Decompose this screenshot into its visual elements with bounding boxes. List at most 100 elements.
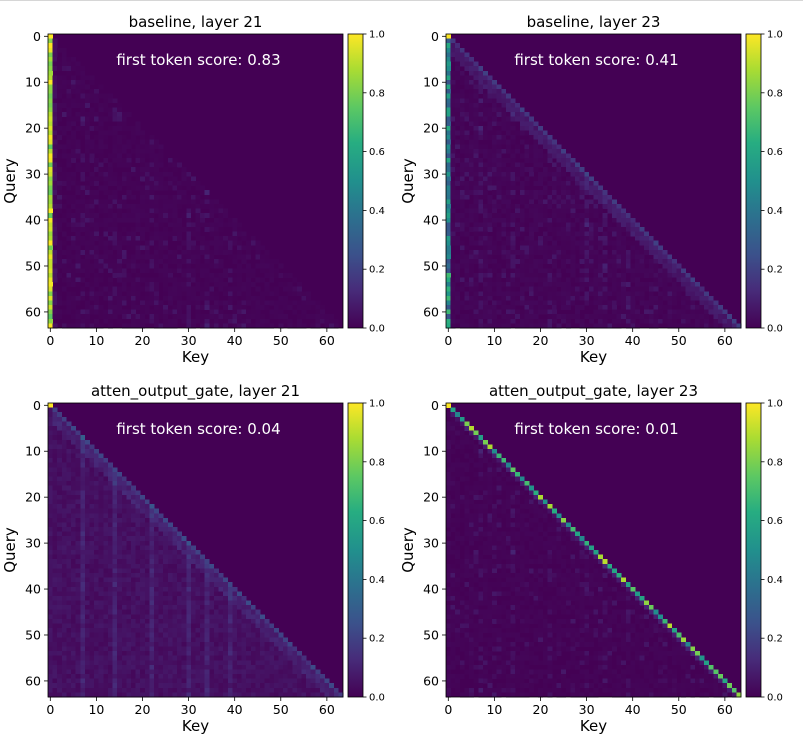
heatmap-cell xyxy=(496,190,502,196)
heatmap-cell xyxy=(98,116,104,122)
heatmap-cell xyxy=(292,277,298,283)
y-tick-label: 20 xyxy=(423,121,439,136)
heatmap-cell xyxy=(181,240,187,246)
heatmap-cell xyxy=(84,453,90,459)
heatmap-cell xyxy=(625,259,631,264)
heatmap-cell xyxy=(588,300,594,306)
heatmap-cell xyxy=(630,249,636,255)
heatmap-cell xyxy=(213,568,219,574)
heatmap-cell xyxy=(213,208,219,214)
heatmap-cell xyxy=(269,637,275,643)
heatmap-cell xyxy=(200,646,206,652)
heatmap-cell xyxy=(154,268,159,274)
heatmap-cell xyxy=(121,272,127,278)
heatmap-cell xyxy=(542,208,548,214)
heatmap-cell xyxy=(496,291,502,297)
heatmap-cell xyxy=(103,185,109,191)
heatmap-cell xyxy=(71,559,76,565)
heatmap-cell xyxy=(496,107,502,113)
heatmap-cell xyxy=(181,582,187,588)
heatmap-cell xyxy=(186,185,192,191)
heatmap-cell xyxy=(144,637,150,643)
heatmap-cell xyxy=(315,314,321,320)
heatmap-cell xyxy=(575,263,580,269)
heatmap-cell xyxy=(469,61,474,67)
heatmap-cell xyxy=(80,568,86,574)
heatmap-cell xyxy=(130,600,136,606)
heatmap-cell xyxy=(473,185,479,191)
heatmap-cell xyxy=(236,286,242,292)
heatmap-cell xyxy=(140,190,146,196)
heatmap-cell xyxy=(75,494,81,500)
heatmap-cell xyxy=(126,323,132,329)
heatmap-cell xyxy=(492,171,497,177)
heatmap-cell xyxy=(107,623,113,629)
heatmap-cell xyxy=(94,116,99,122)
heatmap-cell xyxy=(223,637,229,643)
heatmap-cell xyxy=(533,291,539,297)
heatmap-cell xyxy=(450,130,456,136)
heatmap-cell xyxy=(598,263,604,269)
heatmap-cell xyxy=(195,213,201,219)
heatmap-cell xyxy=(52,203,58,209)
heatmap-cell xyxy=(264,618,270,624)
heatmap-cell xyxy=(561,286,567,292)
heatmap-cell xyxy=(121,249,127,255)
heatmap-cell xyxy=(48,199,53,205)
heatmap-cell xyxy=(510,217,516,223)
heatmap-cell xyxy=(524,148,530,154)
heatmap-cell xyxy=(459,139,465,145)
heatmap-cell xyxy=(552,323,557,329)
heatmap-cell xyxy=(459,116,465,122)
heatmap-cell xyxy=(177,577,182,583)
heatmap-cell xyxy=(570,185,576,191)
heatmap-cell xyxy=(89,213,95,219)
heatmap-cell xyxy=(505,203,511,209)
heatmap-cell xyxy=(301,300,307,306)
heatmap-cell xyxy=(459,148,465,154)
heatmap-cell xyxy=(89,217,95,223)
heatmap-cell xyxy=(66,527,72,532)
heatmap-cell xyxy=(107,554,113,560)
heatmap-cell xyxy=(57,144,63,150)
heatmap-cell xyxy=(552,309,557,315)
heatmap-cell xyxy=(57,125,63,131)
heatmap-cell xyxy=(75,116,81,122)
heatmap-cell xyxy=(542,300,548,306)
heatmap-cell xyxy=(158,199,164,205)
heatmap-cell xyxy=(144,249,150,255)
heatmap-cell xyxy=(158,545,164,551)
heatmap-cell xyxy=(708,300,714,306)
heatmap-cell xyxy=(515,112,521,117)
heatmap-cell xyxy=(255,286,261,292)
heatmap-cell xyxy=(98,139,104,145)
heatmap-cell xyxy=(634,240,640,246)
heatmap-cell xyxy=(75,277,81,283)
heatmap-cell xyxy=(140,540,146,546)
heatmap-cell xyxy=(126,632,132,638)
heatmap-cell xyxy=(167,531,173,537)
heatmap-cell xyxy=(662,272,668,278)
heatmap-cell xyxy=(315,309,321,315)
heatmap-cell xyxy=(547,318,553,324)
heatmap-cell xyxy=(538,135,544,140)
heatmap-cell xyxy=(621,295,627,301)
heatmap-cell xyxy=(98,605,104,611)
heatmap-cell xyxy=(61,47,67,53)
heatmap-cell xyxy=(52,79,58,85)
heatmap-cell xyxy=(634,254,640,260)
heatmap-cell xyxy=(66,481,72,486)
heatmap-cell xyxy=(547,272,553,278)
heatmap-cell xyxy=(66,102,72,108)
heatmap-cell xyxy=(478,79,484,85)
heatmap-cell xyxy=(478,268,484,274)
heatmap-cell xyxy=(80,508,86,514)
heatmap-cell xyxy=(519,231,525,237)
heatmap-cell xyxy=(71,641,76,647)
heatmap-cell xyxy=(634,272,640,278)
heatmap-cell xyxy=(172,550,178,555)
heatmap-cell xyxy=(487,272,493,278)
heatmap-cell xyxy=(57,508,63,514)
heatmap-cell xyxy=(579,272,585,278)
heatmap-cell xyxy=(177,540,182,546)
